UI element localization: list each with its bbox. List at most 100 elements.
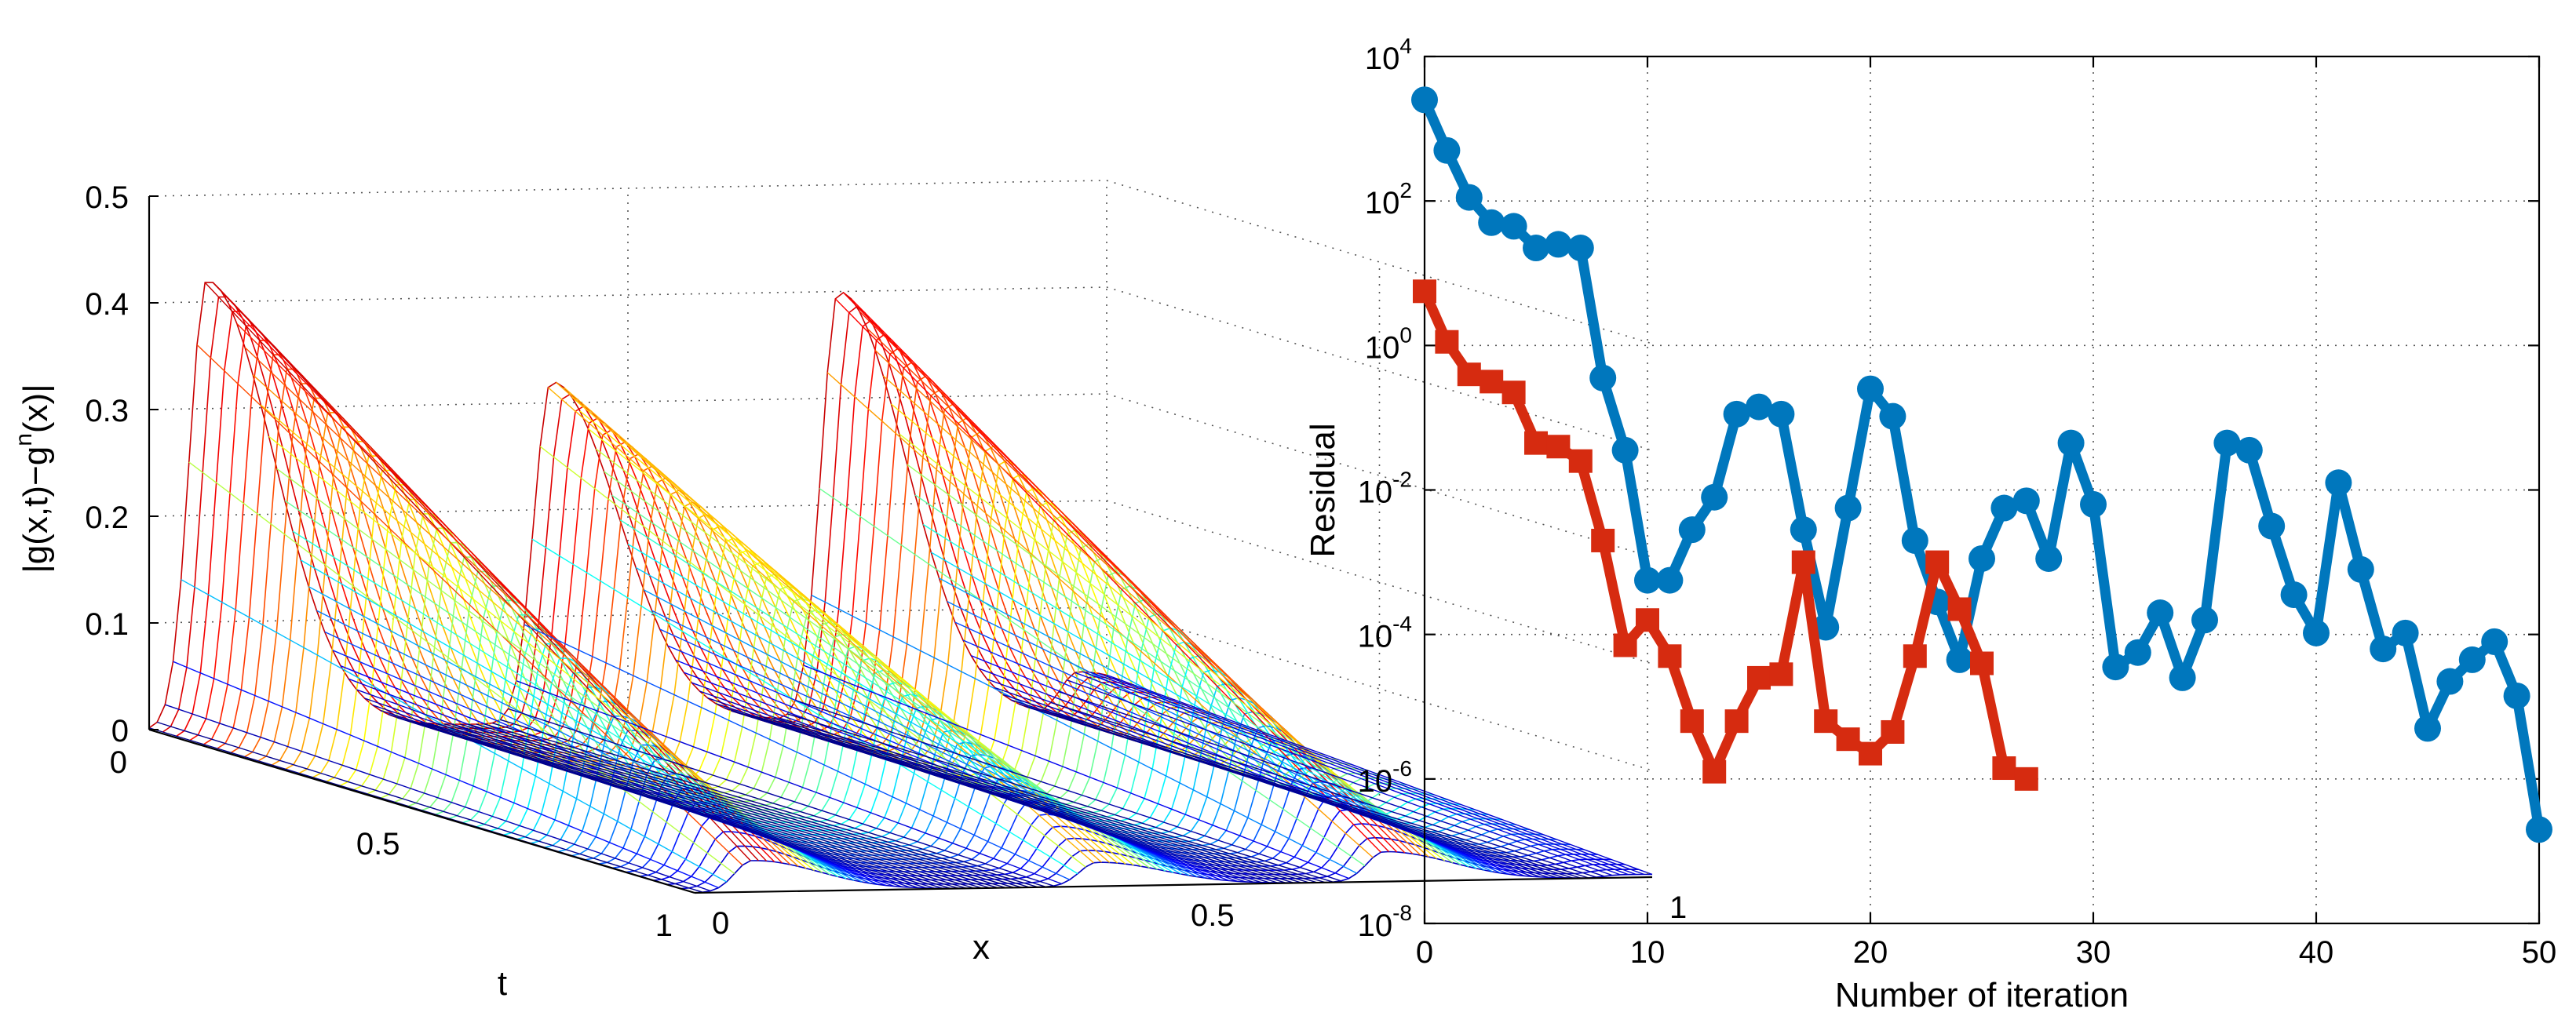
data-point-circle bbox=[1656, 566, 1684, 594]
surface-t-axis-label: t bbox=[498, 964, 507, 1003]
surface-t-tick-label: 0.5 bbox=[356, 827, 400, 861]
surface-mesh-line bbox=[1042, 708, 1589, 879]
data-point-circle bbox=[2458, 646, 2486, 673]
surface-mesh-line bbox=[516, 680, 1062, 885]
data-point-circle bbox=[1746, 393, 1772, 421]
surface-t-ticks: 00.51 bbox=[110, 745, 673, 943]
surface-mesh-line bbox=[635, 566, 1182, 875]
surface-mesh-line bbox=[196, 344, 743, 866]
surface-x-ticks: 0 0.5 1 bbox=[712, 890, 1687, 941]
surface-mesh-line bbox=[244, 347, 791, 865]
residual-y-tick-label: 100 bbox=[1365, 322, 1412, 365]
data-point-circle bbox=[2191, 606, 2218, 634]
surface-mesh-line bbox=[1034, 708, 1581, 879]
surface-mesh-line bbox=[300, 559, 847, 880]
surface-x-tick-label: 0 bbox=[712, 906, 729, 941]
surface-mesh-line bbox=[204, 282, 751, 861]
surface-x-tick-label: 0.5 bbox=[1191, 898, 1235, 933]
data-point-square bbox=[1724, 709, 1749, 734]
surface-axes bbox=[148, 196, 1653, 894]
data-point-circle bbox=[1990, 494, 2018, 522]
surface-mesh-line bbox=[1090, 672, 1636, 876]
residual-series bbox=[1411, 86, 2552, 843]
surface-axis-line bbox=[148, 728, 695, 894]
surface-z-grid bbox=[148, 393, 1653, 558]
data-point-square bbox=[1859, 741, 1882, 766]
surface-mesh-line bbox=[763, 716, 1310, 883]
surface-mesh-line bbox=[156, 721, 703, 893]
surface-mesh-line bbox=[428, 723, 975, 889]
data-point-circle bbox=[1478, 209, 1505, 236]
data-point-square bbox=[1970, 651, 1994, 676]
data-point-square bbox=[1925, 550, 1950, 574]
surface-mesh-line bbox=[500, 719, 1046, 887]
surface-mesh-line bbox=[396, 716, 943, 889]
data-point-circle bbox=[2303, 619, 2330, 646]
surface-mesh-line bbox=[468, 723, 1014, 888]
data-point-circle bbox=[2057, 429, 2085, 457]
surface-mesh-line bbox=[771, 717, 1318, 883]
surface-x-tick-label: 1 bbox=[1669, 890, 1687, 925]
data-point-square bbox=[1992, 756, 2016, 781]
data-point-square bbox=[1636, 608, 1659, 632]
data-point-circle bbox=[2258, 512, 2286, 540]
surface-mesh-line bbox=[987, 678, 1533, 877]
surface-mesh-line bbox=[1066, 679, 1613, 876]
data-point-circle bbox=[1455, 184, 1483, 211]
residual-x-ticks: 0 10 20 30 40 50 bbox=[1416, 56, 2556, 970]
surface-mesh-line bbox=[443, 723, 991, 889]
data-point-circle bbox=[1500, 213, 1527, 240]
surface-z-tick-label: 0.5 bbox=[85, 180, 129, 215]
data-point-square bbox=[1702, 759, 1727, 784]
surface-mesh-line bbox=[1098, 672, 1645, 876]
data-point-circle bbox=[2414, 715, 2441, 742]
surface-mesh-line bbox=[491, 722, 1038, 888]
surface-mesh bbox=[148, 282, 1653, 894]
surface-mesh-line bbox=[452, 723, 998, 889]
data-point-circle bbox=[2213, 429, 2241, 457]
surface-z-tick-label: 0.3 bbox=[85, 394, 129, 428]
surface-z-tick-label: 0 bbox=[111, 714, 129, 748]
residual-y-axis-label: Residual bbox=[1304, 423, 1342, 557]
data-point-square bbox=[1747, 665, 1771, 690]
surface-mesh-line bbox=[165, 704, 711, 892]
data-point-circle bbox=[2280, 581, 2308, 609]
surface-mesh-line bbox=[476, 723, 1023, 888]
surface-mesh-line bbox=[436, 723, 983, 889]
residual-x-tick-label: 20 bbox=[1853, 935, 1888, 970]
residual-x-axis-label: Number of iteration bbox=[1835, 976, 2129, 1014]
residual-y-tick-label: 10-2 bbox=[1358, 468, 1412, 510]
surface-mesh-line bbox=[803, 665, 1349, 880]
surface-mesh-line bbox=[1075, 672, 1621, 876]
surface-mesh-line bbox=[811, 594, 1358, 874]
data-point-square bbox=[1546, 435, 1571, 459]
surface-mesh-line bbox=[755, 716, 1301, 883]
surface-mesh-line bbox=[779, 717, 1326, 883]
data-point-circle bbox=[1433, 137, 1461, 164]
data-point-square bbox=[1814, 709, 1838, 734]
surface-z-axis-label: |g(x,t)−gn(x)| bbox=[11, 384, 55, 573]
data-point-circle bbox=[1567, 235, 1594, 262]
surface-mesh-line bbox=[228, 304, 775, 862]
data-point-circle bbox=[1834, 494, 1862, 522]
surface-mesh-line bbox=[683, 672, 1230, 882]
data-point-circle bbox=[2012, 487, 2040, 515]
surface-z-tick-label: 0.1 bbox=[85, 607, 129, 642]
surface-z-tick-label: 0.4 bbox=[85, 287, 129, 322]
surface-z-grid bbox=[148, 286, 1653, 451]
surface-t-tick-label: 1 bbox=[655, 909, 673, 943]
data-point-circle bbox=[1678, 516, 1706, 544]
surface-z-grid bbox=[148, 606, 1653, 771]
series-line-red-square bbox=[1420, 289, 2029, 784]
residual-y-ticks: 10-8 10-6 10-4 10-2 100 102 104 bbox=[1358, 34, 2539, 943]
surface-mesh-line bbox=[867, 328, 1414, 854]
data-point-square bbox=[1457, 362, 1481, 387]
surface-box-edge bbox=[1106, 180, 1653, 344]
data-point-square bbox=[1881, 719, 1905, 744]
surface-mesh-line bbox=[787, 713, 1334, 883]
data-point-circle bbox=[2481, 628, 2508, 655]
surface-mesh-line bbox=[1082, 671, 1629, 876]
surface-mesh-line bbox=[483, 723, 1031, 888]
data-point-square bbox=[1903, 644, 1927, 668]
data-point-square bbox=[1769, 662, 1793, 686]
